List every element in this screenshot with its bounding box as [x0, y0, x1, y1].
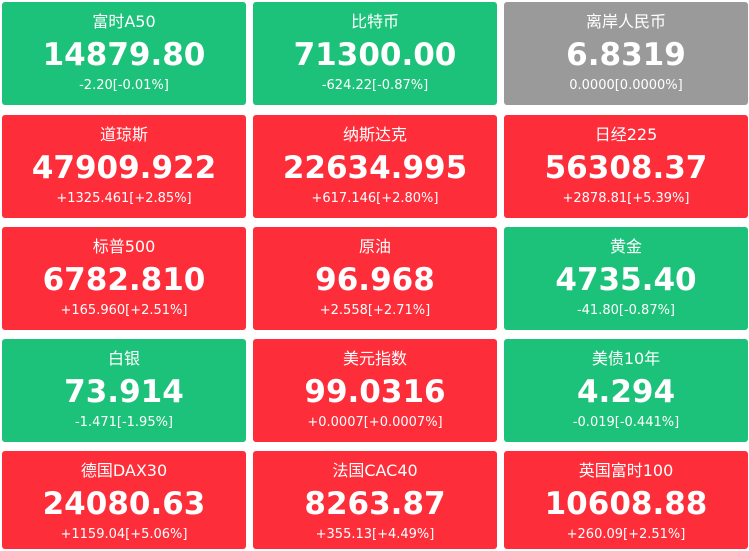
quote-change: -1.471[-1.95%] — [74, 415, 174, 430]
quote-price: 56308.37 — [544, 150, 708, 186]
quote-price: 4735.40 — [555, 262, 697, 298]
quote-tile-gold[interactable]: 黄金 4735.40 -41.80[-0.87%] — [504, 227, 748, 330]
quote-price: 22634.995 — [282, 150, 468, 186]
quote-name: 比特币 — [350, 12, 399, 31]
quote-name: 美元指数 — [342, 349, 407, 368]
quote-change: -624.22[-0.87%] — [321, 78, 429, 93]
quote-price: 4.294 — [576, 374, 676, 410]
quote-change: +355.13[+4.49%] — [315, 527, 435, 542]
quote-tile-offshore-cny[interactable]: 离岸人民币 6.8319 0.0000[0.0000%] — [504, 2, 748, 105]
quote-change: +2.558[+2.71%] — [319, 303, 431, 318]
quote-change: +260.09[+2.51%] — [566, 527, 686, 542]
quote-price: 47909.922 — [31, 150, 217, 186]
quote-price: 14879.80 — [42, 37, 206, 73]
quote-price: 10608.88 — [544, 486, 708, 522]
quote-tile-bitcoin[interactable]: 比特币 71300.00 -624.22[-0.87%] — [253, 2, 497, 105]
quote-change: +2878.81[+5.39%] — [562, 191, 690, 206]
quote-price: 96.968 — [315, 262, 435, 298]
quote-price: 73.914 — [64, 374, 184, 410]
quote-change: +1325.461[+2.85%] — [56, 191, 192, 206]
quote-name: 离岸人民币 — [585, 12, 666, 31]
quote-price: 6782.810 — [42, 262, 206, 298]
quote-name: 日经225 — [594, 125, 658, 144]
quote-tile-ftse-china-a50[interactable]: 富时A50 14879.80 -2.20[-0.01%] — [2, 2, 246, 105]
quote-tile-cac40[interactable]: 法国CAC40 8263.87 +355.13[+4.49%] — [253, 451, 497, 549]
quote-name: 美债10年 — [591, 349, 661, 368]
quote-change: +617.146[+2.80%] — [311, 191, 439, 206]
quote-tile-us-10y-treasury[interactable]: 美债10年 4.294 -0.019[-0.441%] — [504, 339, 748, 442]
quote-name: 道琼斯 — [99, 125, 148, 144]
quote-name: 标普500 — [92, 237, 156, 256]
quote-tile-ftse-100[interactable]: 英国富时100 10608.88 +260.09[+2.51%] — [504, 451, 748, 549]
quote-name: 富时A50 — [92, 12, 156, 31]
quote-name: 英国富时100 — [578, 461, 674, 480]
quote-change: -2.20[-0.01%] — [79, 78, 169, 93]
quote-price: 6.8319 — [566, 37, 686, 73]
quote-tile-nasdaq[interactable]: 纳斯达克 22634.995 +617.146[+2.80%] — [253, 115, 497, 218]
quote-name: 黄金 — [609, 237, 642, 256]
quote-name: 纳斯达克 — [342, 125, 407, 144]
quote-change: +0.0007[+0.0007%] — [307, 415, 443, 430]
quote-change: 0.0000[0.0000%] — [569, 78, 683, 93]
quote-tile-nikkei-225[interactable]: 日经225 56308.37 +2878.81[+5.39%] — [504, 115, 748, 218]
quote-price: 24080.63 — [42, 486, 206, 522]
quote-tile-crude-oil[interactable]: 原油 96.968 +2.558[+2.71%] — [253, 227, 497, 330]
quote-name: 法国CAC40 — [332, 461, 418, 480]
quote-name: 白银 — [107, 349, 140, 368]
quote-name: 德国DAX30 — [80, 461, 168, 480]
quote-change: -41.80[-0.87%] — [576, 303, 676, 318]
quote-price: 71300.00 — [293, 37, 457, 73]
quote-tile-dax30[interactable]: 德国DAX30 24080.63 +1159.04[+5.06%] — [2, 451, 246, 549]
quote-change: -0.019[-0.441%] — [572, 415, 680, 430]
quote-name: 原油 — [358, 237, 391, 256]
quote-change: +1159.04[+5.06%] — [60, 527, 188, 542]
quote-price: 8263.87 — [304, 486, 446, 522]
quote-tile-sp500[interactable]: 标普500 6782.810 +165.960[+2.51%] — [2, 227, 246, 330]
quote-price: 99.0316 — [304, 374, 446, 410]
quote-change: +165.960[+2.51%] — [60, 303, 188, 318]
quote-tile-dollar-index[interactable]: 美元指数 99.0316 +0.0007[+0.0007%] — [253, 339, 497, 442]
quote-tile-silver[interactable]: 白银 73.914 -1.471[-1.95%] — [2, 339, 246, 442]
quote-tile-dow-jones[interactable]: 道琼斯 47909.922 +1325.461[+2.85%] — [2, 115, 246, 218]
